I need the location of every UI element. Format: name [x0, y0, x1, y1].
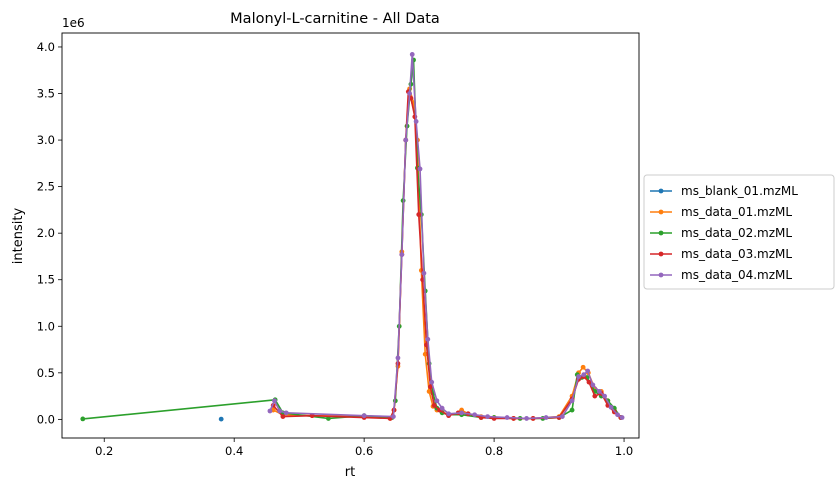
data-point: [446, 411, 452, 417]
data-point: [417, 166, 423, 172]
data-point: [426, 389, 432, 394]
data-point: [80, 416, 86, 422]
data-point: [524, 416, 529, 421]
x-tick-label: 0.2: [95, 444, 113, 458]
legend-swatch-marker: [658, 188, 664, 194]
data-point: [439, 405, 445, 411]
data-point: [407, 91, 413, 96]
series-line: [269, 53, 623, 420]
legend-label: ms_blank_01.mzML: [681, 184, 798, 198]
data-point: [559, 414, 565, 419]
y-axis: 0.0 0.5 1.0 1.5 2.0 2.5 3.0 3.5 4.0: [37, 40, 62, 426]
data-point: [586, 379, 592, 385]
series-4: [267, 52, 625, 421]
series-group: [80, 52, 625, 422]
legend: ms_blank_01.mzML ms_data_01.mzML ms_data_0…: [643, 174, 835, 290]
data-point: [619, 415, 625, 420]
data-point: [590, 382, 596, 388]
y-tick-label: 3.5: [37, 87, 55, 101]
data-point: [409, 52, 415, 57]
data-point: [576, 374, 581, 379]
x-tick-label: 0.6: [355, 444, 373, 458]
data-point: [422, 351, 428, 357]
legend-swatch-marker: [658, 272, 664, 278]
legend-label: ms_data_03.mzML: [681, 247, 792, 261]
plot-frame: [61, 32, 640, 439]
data-point: [390, 414, 396, 419]
x-axis: 0.2 0.4 0.6 0.8 1.0: [95, 438, 633, 458]
data-point: [434, 398, 440, 404]
x-tick-label: 0.4: [225, 444, 243, 458]
legend-swatch-marker: [658, 251, 664, 257]
data-point: [413, 119, 419, 124]
data-point: [485, 414, 490, 419]
legend-label: ms_data_01.mzML: [681, 205, 792, 219]
data-point: [425, 336, 431, 342]
data-point: [504, 415, 510, 420]
y-tick-label: 2.5: [37, 180, 55, 194]
legend-box: [643, 174, 835, 290]
series-0: [218, 416, 224, 422]
y-offset-label: 1e6: [62, 16, 85, 30]
y-tick-label: 2.0: [37, 226, 55, 240]
chart-title: Malonyl-L-carnitine - All Data: [230, 11, 440, 27]
y-tick-label: 0.0: [37, 412, 55, 426]
x-tick-label: 1.0: [615, 444, 633, 458]
legend-item: ms_blank_01.mzML: [650, 184, 798, 198]
data-point: [580, 364, 586, 370]
legend-item: ms_data_02.mzML: [650, 226, 792, 240]
data-point: [608, 404, 614, 410]
data-point: [283, 410, 289, 416]
legend-label: ms_data_02.mzML: [681, 226, 792, 240]
legend-swatch-marker: [658, 230, 664, 236]
data-point: [569, 407, 575, 413]
data-point: [399, 252, 405, 257]
data-point: [218, 416, 224, 422]
data-point: [421, 270, 427, 276]
data-point: [277, 408, 283, 414]
data-point: [569, 398, 575, 404]
y-tick-label: 1.0: [37, 319, 55, 333]
data-point: [280, 414, 286, 419]
data-point: [267, 408, 273, 414]
data-point: [581, 372, 587, 378]
data-point: [326, 416, 331, 421]
data-point: [615, 412, 620, 418]
data-point: [602, 393, 607, 399]
data-point: [472, 412, 478, 418]
y-tick-label: 4.0: [37, 40, 55, 54]
data-point: [459, 410, 465, 416]
y-axis-label: intensity: [11, 208, 26, 265]
data-point: [361, 413, 367, 419]
legend-item: ms_data_01.mzML: [650, 205, 792, 219]
legend-item: ms_data_04.mzML: [650, 268, 792, 282]
data-point: [596, 389, 602, 394]
x-tick-label: 0.8: [485, 444, 503, 458]
y-tick-label: 1.5: [37, 273, 55, 287]
x-axis-label: rt: [345, 465, 355, 480]
data-point: [431, 403, 437, 408]
data-point: [403, 137, 409, 143]
data-point: [272, 398, 277, 404]
data-point: [416, 212, 422, 217]
data-point: [592, 393, 598, 399]
data-point: [428, 384, 433, 390]
y-tick-label: 3.0: [37, 133, 55, 147]
y-tick-label: 0.5: [37, 366, 55, 380]
data-point: [395, 355, 401, 361]
legend-swatch-marker: [658, 209, 664, 215]
legend-item: ms_data_03.mzML: [650, 247, 792, 261]
data-point: [543, 415, 549, 420]
data-point: [429, 379, 435, 385]
data-point: [585, 368, 591, 374]
legend-label: ms_data_04.mzML: [681, 268, 792, 282]
